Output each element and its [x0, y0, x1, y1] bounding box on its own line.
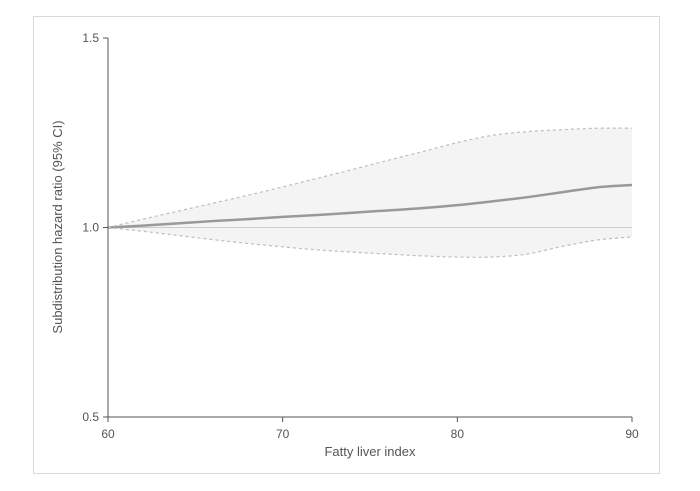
- series-line-estimate: [107, 183, 633, 229]
- x-tick-label: 60: [101, 427, 115, 441]
- y-tick-label: 1.0: [82, 221, 99, 235]
- x-tick-label: 80: [451, 427, 465, 441]
- labels-layer: Fatty liver index Subdistribution hazard…: [50, 120, 416, 459]
- y-tick-label: 0.5: [82, 410, 99, 424]
- x-tick-label: 90: [625, 427, 639, 441]
- y-tick-label: 1.5: [82, 31, 99, 45]
- series-line-lower-ci: [107, 226, 633, 258]
- x-tick-label: 70: [276, 427, 290, 441]
- x-axis-label: Fatty liver index: [324, 444, 416, 459]
- series-layer: [107, 127, 633, 258]
- ci-band-layer: [108, 128, 632, 258]
- y-axis-label: Subdistribution hazard ratio (95% CI): [50, 120, 65, 333]
- axes-layer: 0.5 1.0 1.5 60 70 80 90: [82, 31, 639, 441]
- ci-band: [108, 128, 632, 258]
- chart-frame: [33, 16, 660, 474]
